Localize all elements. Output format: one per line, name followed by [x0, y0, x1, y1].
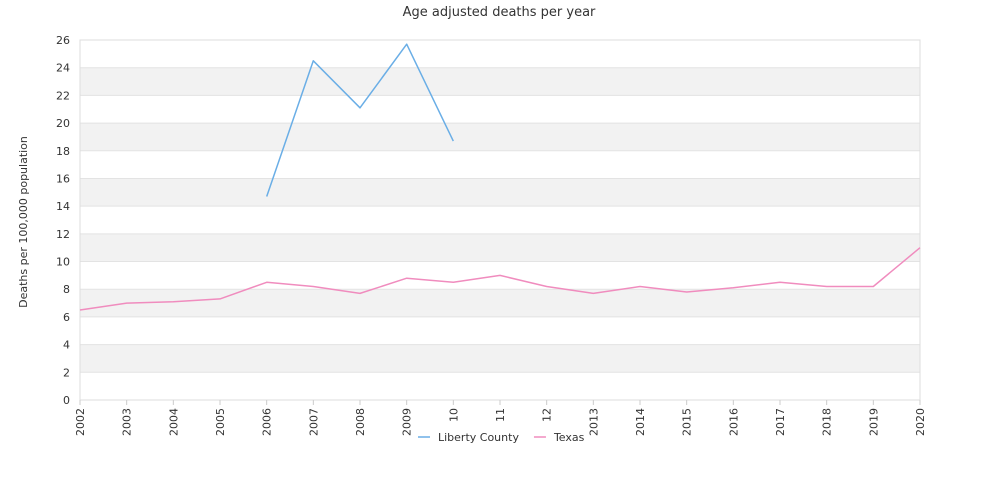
y-tick-label: 20: [56, 117, 70, 130]
x-tick-label: 2017: [774, 408, 787, 436]
x-tick-label: 2005: [214, 408, 227, 436]
x-tick-label: 2020: [914, 408, 927, 436]
chart-title: Age adjusted deaths per year: [403, 5, 596, 20]
x-tick-label: 2014: [634, 408, 647, 436]
x-tick-label: 2009: [401, 408, 414, 436]
grid-band: [80, 289, 920, 317]
y-tick-label: 12: [56, 228, 70, 241]
legend: Liberty County Texas: [418, 431, 585, 444]
y-tick-label: 8: [63, 283, 70, 296]
y-tick-label: 2: [63, 366, 70, 379]
y-tick-label: 18: [56, 145, 70, 158]
legend-label-liberty-county: Liberty County: [438, 431, 519, 444]
y-tick-label: 24: [56, 62, 70, 75]
x-tick-label: 2003: [121, 408, 134, 436]
series-line-liberty-county: [265, 43, 454, 197]
x-tick-label: 2002: [74, 408, 87, 436]
series-line-texas: [79, 247, 921, 311]
x-tick-label: 2007: [307, 408, 320, 436]
y-tick-label: 0: [63, 394, 70, 407]
y-tick-label: 14: [56, 200, 70, 213]
x-tick-label: 2013: [587, 408, 600, 436]
grid-band: [80, 67, 920, 96]
legend-label-texas: Texas: [553, 431, 585, 444]
series-layer: [79, 43, 921, 311]
grid-band: [80, 178, 920, 207]
x-tick-label: 2019: [867, 408, 880, 436]
y-axis-title: Deaths per 100,000 population: [17, 136, 30, 308]
x-tick-label: 10: [447, 408, 460, 422]
y-tick-label: 16: [56, 172, 70, 185]
grid-band: [80, 233, 920, 262]
grid-bands: [80, 67, 920, 373]
x-tick-label: 2016: [727, 408, 740, 436]
x-tick-label: 11: [494, 408, 507, 422]
y-tick-label: 4: [63, 339, 70, 352]
x-axis-ticks: 2002 2003 2004 2005 2006 2007 2008 2009 10 11 12 20…: [74, 400, 927, 436]
x-tick-label: 2006: [261, 408, 274, 436]
x-tick-label: 12: [541, 408, 554, 422]
y-tick-label: 22: [56, 89, 70, 102]
x-tick-label: 2008: [354, 408, 367, 436]
grid-band: [80, 344, 920, 373]
x-tick-label: 2015: [681, 408, 694, 436]
x-tick-label: 2018: [821, 408, 834, 436]
y-tick-label: 26: [56, 34, 70, 47]
grid-band: [80, 123, 920, 151]
x-tick-label: 2004: [167, 408, 180, 436]
y-tick-label: 10: [56, 256, 70, 269]
y-tick-label: 6: [63, 311, 70, 324]
